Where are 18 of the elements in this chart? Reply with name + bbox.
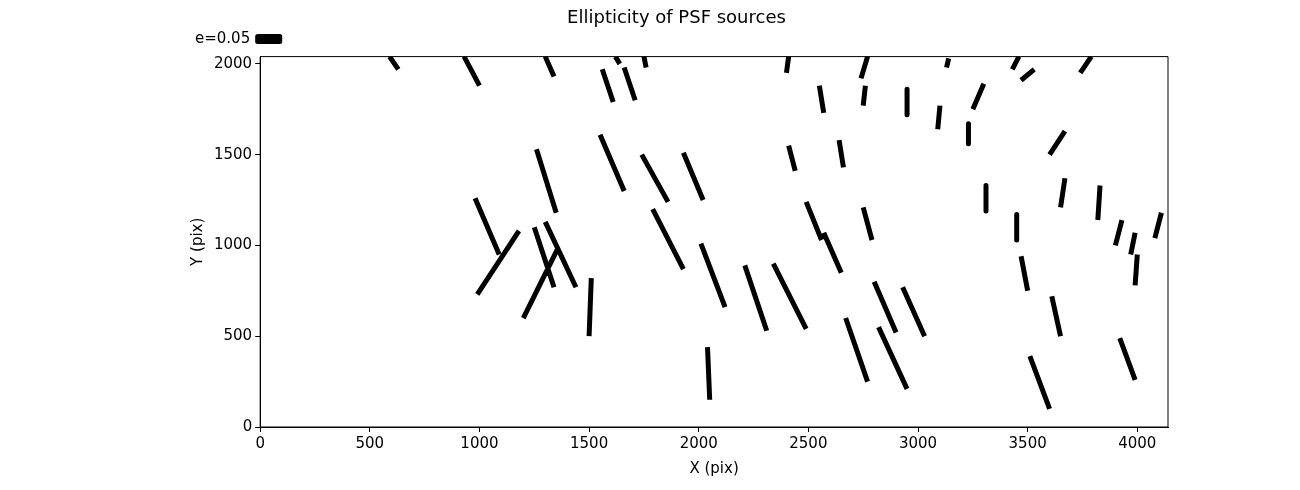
x-tick-label: 3000 xyxy=(898,433,938,452)
x-tick-label: 1500 xyxy=(570,433,609,452)
x-tick-label: 2500 xyxy=(789,433,828,452)
x-tick-label: 4000 xyxy=(1118,433,1157,452)
x-tick-label: 500 xyxy=(355,433,385,452)
y-tick-label: 0 xyxy=(242,416,253,435)
x-tick-label: 3500 xyxy=(1008,433,1047,452)
x-tick-label: 1000 xyxy=(460,433,499,452)
y-axis-title: Y (pix) xyxy=(187,217,206,267)
y-tick-label: 2000 xyxy=(213,53,253,72)
y-tick-label: 1000 xyxy=(213,235,253,254)
y-tick-label: 1500 xyxy=(213,144,253,163)
chart-title: Ellipticity of PSF sources xyxy=(567,6,786,28)
x-tick-label: 0 xyxy=(255,433,265,452)
y-tick-label: 500 xyxy=(223,326,253,345)
legend-label: e=0.05 xyxy=(194,28,251,47)
x-tick-label: 2000 xyxy=(679,433,718,452)
x-axis-title: X (pix) xyxy=(689,458,739,477)
